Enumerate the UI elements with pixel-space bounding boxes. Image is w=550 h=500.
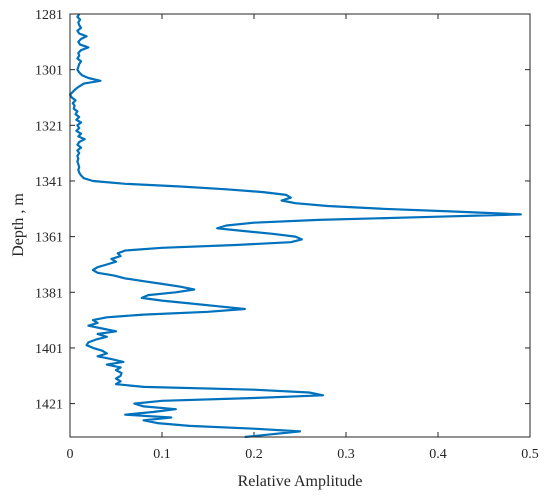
y-tick-label: 1361 (35, 231, 63, 246)
plot-frame (69, 13, 531, 438)
y-tick-label: 1321 (35, 119, 63, 134)
y-tick-label: 1341 (35, 175, 63, 190)
y-axis-label: Depth , m (10, 193, 27, 257)
y-tick-label: 1301 (35, 64, 63, 79)
y-tick-label: 1381 (35, 286, 63, 301)
ticks-layer: 0 0.1 0.2 0.3 0.4 0.5 1281 1301 1321 1341 1361 1381… (35, 8, 539, 462)
x-axis-label: Relative Amplitude (238, 473, 363, 490)
x-tick-label: 0.1 (153, 447, 171, 462)
x-tick-label: 0.3 (337, 447, 355, 462)
x-tick-label: 0.5 (521, 447, 539, 462)
y-tick-label: 1281 (35, 8, 63, 23)
x-tick-label: 0.2 (245, 447, 263, 462)
x-tick-label: 0 (67, 447, 74, 462)
y-tick-label: 1421 (35, 398, 63, 413)
x-tick-label: 0.4 (429, 447, 447, 462)
y-tick-label: 1401 (35, 342, 63, 357)
amplitude-series-line (68, 13, 522, 439)
series-layer (68, 13, 522, 439)
plot-area (70, 14, 530, 437)
